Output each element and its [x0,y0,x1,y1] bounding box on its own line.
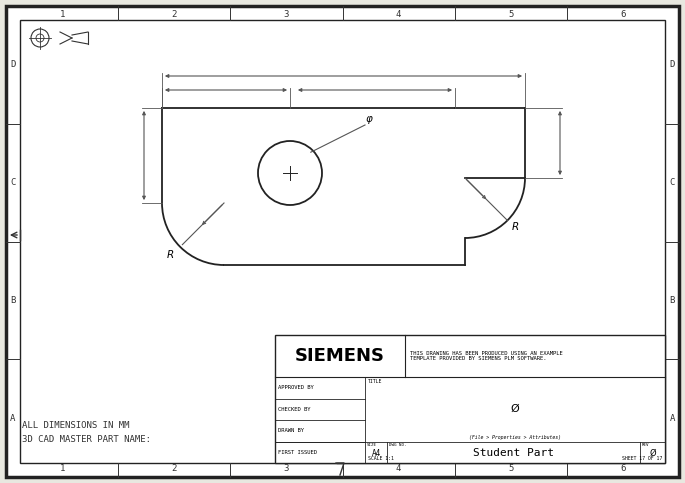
Text: A: A [10,413,15,423]
Text: 1: 1 [60,10,65,19]
Text: R: R [167,250,175,260]
Text: REV: REV [642,442,649,446]
Bar [275,335,665,463]
Text: TITLE: TITLE [368,379,382,384]
Text: 5: 5 [508,464,514,473]
Text: B: B [670,296,675,305]
Text: CHECKED BY: CHECKED BY [278,407,310,412]
Text: 6: 6 [620,10,625,19]
Text: 2: 2 [171,10,177,19]
Text: R: R [512,223,519,232]
Text: 1: 1 [60,464,65,473]
Text: APPROVED BY: APPROVED BY [278,385,314,390]
Text: 6: 6 [620,464,625,473]
Text: 4: 4 [396,464,401,473]
Text: 2: 2 [171,464,177,473]
Text: φ: φ [366,114,373,124]
Text: Student Part: Student Part [473,448,554,458]
Text: 3: 3 [284,10,289,19]
Text: 4: 4 [396,10,401,19]
Text: DWG NO.: DWG NO. [389,442,406,446]
Text: B: B [10,296,15,305]
Text: 5: 5 [508,10,514,19]
Text: SIZE: SIZE [367,442,377,446]
Text: A: A [670,413,675,423]
Text: 3: 3 [284,464,289,473]
Text: 3D CAD MASTER PART NAME:: 3D CAD MASTER PART NAME: [22,436,151,444]
Text: SHEET 17 OF 17: SHEET 17 OF 17 [622,456,662,461]
Text: FIRST ISSUED: FIRST ISSUED [278,450,317,455]
Text: (File > Properties > Attributes): (File > Properties > Attributes) [469,435,561,440]
Text: THIS DRAWING HAS BEEN PRODUCED USING AN EXAMPLE
TEMPLATE PROVIDED BY SIEMENS PLM: THIS DRAWING HAS BEEN PRODUCED USING AN … [410,351,563,361]
Text: D: D [10,60,15,70]
Text: Ø: Ø [510,404,519,414]
Text: ALL DIMENSIONS IN MM: ALL DIMENSIONS IN MM [22,422,129,430]
Text: DRAWN BY: DRAWN BY [278,428,304,433]
Text: C: C [10,178,15,187]
Text: SIEMENS: SIEMENS [295,347,385,365]
Text: SCALE 1:1: SCALE 1:1 [368,456,394,461]
Text: C: C [670,178,675,187]
Text: Ø: Ø [649,449,656,458]
Text: A4: A4 [371,449,381,458]
Text: D: D [670,60,675,70]
